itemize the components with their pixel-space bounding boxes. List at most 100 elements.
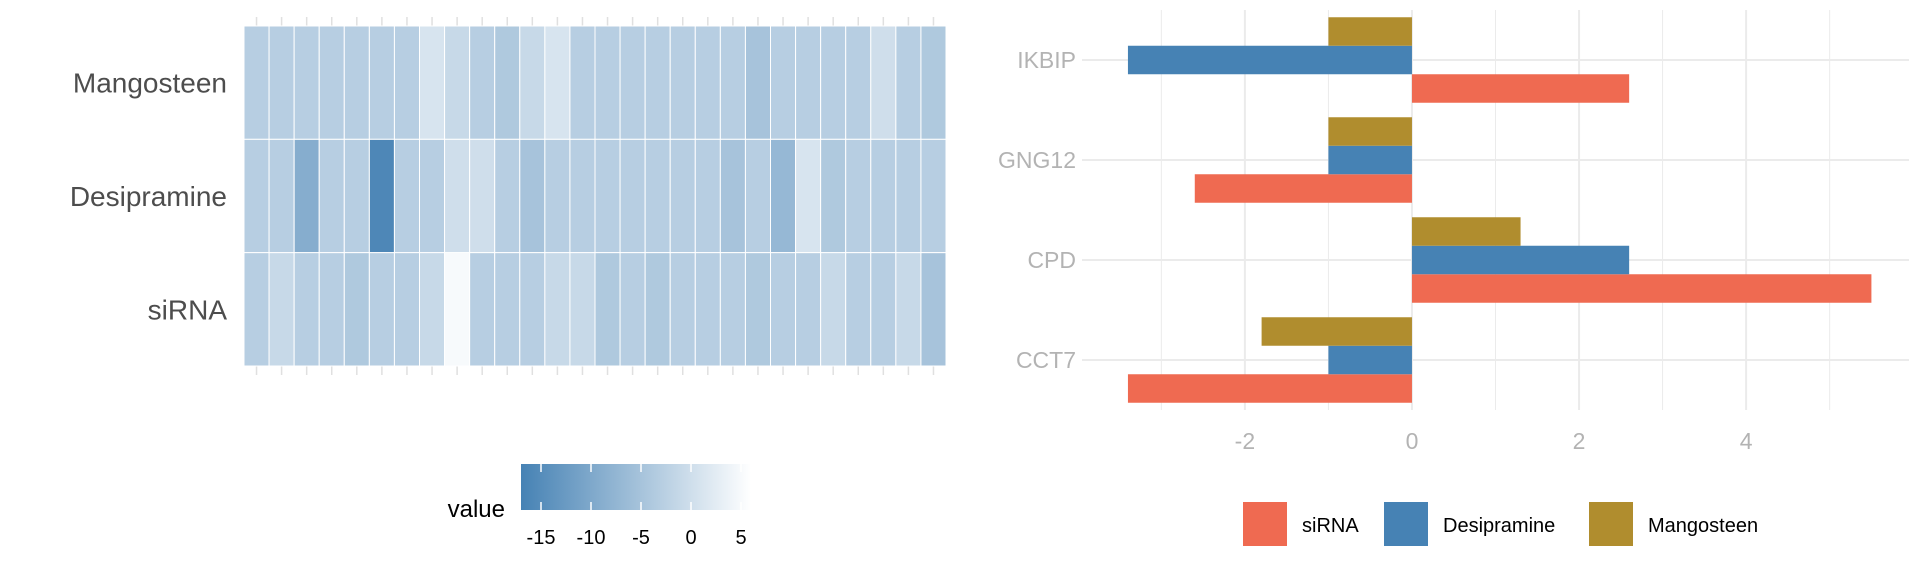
category-label: IKBIP [1017, 47, 1076, 73]
bar-chart-x-tick-labels: -2 0 2 4 [1235, 428, 1753, 454]
heatmap-cell [770, 25, 797, 140]
heatmap-cell [669, 252, 696, 367]
heatmap-cell [243, 25, 270, 140]
bar-desipramine [1411, 245, 1630, 275]
legend-tick-label: -15 [527, 527, 556, 549]
heatmap-cell [318, 138, 345, 254]
heatmap-cell [469, 25, 496, 140]
heatmap-cell [519, 25, 546, 140]
heatmap-cell [343, 25, 370, 140]
x-tick-label: 0 [1406, 428, 1419, 454]
heatmap-cell [845, 138, 872, 254]
legend-tick-label: -10 [577, 527, 606, 549]
legend-tick-label: 0 [685, 527, 696, 549]
heatmap-cell [719, 252, 746, 367]
heatmap-cell [494, 138, 521, 254]
heatmap-cell [644, 25, 671, 140]
bar-sirna [1127, 374, 1412, 403]
heatmap-cell [744, 25, 772, 140]
heatmap-cell [368, 252, 395, 367]
bar-mangosteen [1328, 17, 1412, 46]
heatmap-cell [343, 138, 370, 254]
heatmap-cell [293, 252, 320, 367]
heatmap-cell [444, 252, 471, 367]
heatmap-row-label: Desipramine [70, 181, 227, 212]
bar-chart-legend: siRNA Desipramine Mangosteen [1243, 502, 1758, 546]
heatmap-cell [494, 25, 521, 140]
bar-desipramine [1328, 145, 1412, 175]
heatmap-cell [519, 252, 546, 367]
heatmap-cell [669, 25, 696, 140]
legend-label: siRNA [1302, 515, 1359, 537]
heatmap-cell [694, 138, 721, 254]
heatmap-cell [669, 138, 696, 254]
legend-label: Mangosteen [1648, 515, 1758, 537]
heatmap-cell [569, 252, 596, 367]
heatmap-cell [393, 252, 420, 367]
heatmap-cell [594, 138, 621, 254]
heatmap-cell [569, 138, 596, 254]
heatmap-cell [368, 25, 395, 140]
heatmap-cell [293, 138, 320, 254]
heatmap-cell [268, 25, 295, 140]
heatmap-cell [544, 252, 571, 367]
heatmap-cell [368, 138, 395, 254]
heatmap-cell [870, 252, 897, 367]
heatmap-cell [820, 252, 847, 367]
heatmap-cell [469, 252, 496, 367]
heatmap-cell [519, 138, 546, 254]
heatmap-cell [694, 25, 721, 140]
heatmap-cell [419, 252, 446, 367]
heatmap-row-labels: Mangosteen Desipramine siRNA [70, 68, 227, 326]
heatmap-cell [243, 252, 270, 367]
heatmap-cell [795, 25, 822, 140]
category-label: CPD [1027, 247, 1076, 273]
heatmap-cell [770, 252, 797, 367]
heatmap-cell [744, 138, 772, 254]
heatmap-cell [619, 138, 646, 254]
heatmap-panel: Mangosteen Desipramine siRNA [70, 17, 947, 375]
heatmap-cell [243, 138, 270, 254]
heatmap-cell [870, 25, 897, 140]
heatmap-cell [594, 252, 621, 367]
heatmap-cell [845, 252, 872, 367]
heatmap-cell [719, 138, 746, 254]
heatmap-cell [895, 252, 922, 367]
heatmap-cell [920, 252, 947, 367]
heatmap-cell [719, 25, 746, 140]
heatmap-cell [393, 138, 420, 254]
x-tick-label: 2 [1573, 428, 1586, 454]
heatmap-cell [318, 25, 345, 140]
legend-key-mangosteen [1589, 502, 1633, 546]
heatmap-cell [795, 138, 822, 254]
heatmap-cell [644, 138, 671, 254]
bar-mangosteen [1411, 217, 1521, 246]
legend-label: Desipramine [1443, 515, 1555, 537]
heatmap-cell [544, 25, 571, 140]
category-label: CCT7 [1016, 347, 1076, 373]
heatmap-cell [469, 138, 496, 254]
heatmap-cell [444, 25, 471, 140]
legend-tick-label: 5 [735, 527, 746, 549]
heatmap-legend-title: value [448, 496, 505, 523]
heatmap-cell [544, 138, 571, 254]
category-label: GNG12 [998, 147, 1076, 173]
heatmap-cell [644, 252, 671, 367]
heatmap-cell [694, 252, 721, 367]
heatmap-cell [318, 252, 345, 367]
heatmap-cell [444, 138, 471, 254]
heatmap-cell [594, 25, 621, 140]
bar-chart-category-labels: IKBIP GNG12 CPD CCT7 [998, 47, 1076, 373]
heatmap-cell [343, 252, 370, 367]
bar-chart-panel: IKBIP GNG12 CPD CCT7 -2 0 2 4 siRNA Desipramine… [998, 10, 1909, 546]
heatmap-tiles [243, 25, 947, 367]
legend-key-sirna [1243, 502, 1287, 546]
heatmap-cell [744, 252, 772, 367]
bar-mangosteen [1261, 317, 1412, 346]
bar-sirna [1411, 74, 1630, 103]
heatmap-cell [619, 25, 646, 140]
x-tick-label: 4 [1740, 428, 1753, 454]
heatmap-cell [770, 138, 797, 254]
heatmap-cell [393, 25, 420, 140]
